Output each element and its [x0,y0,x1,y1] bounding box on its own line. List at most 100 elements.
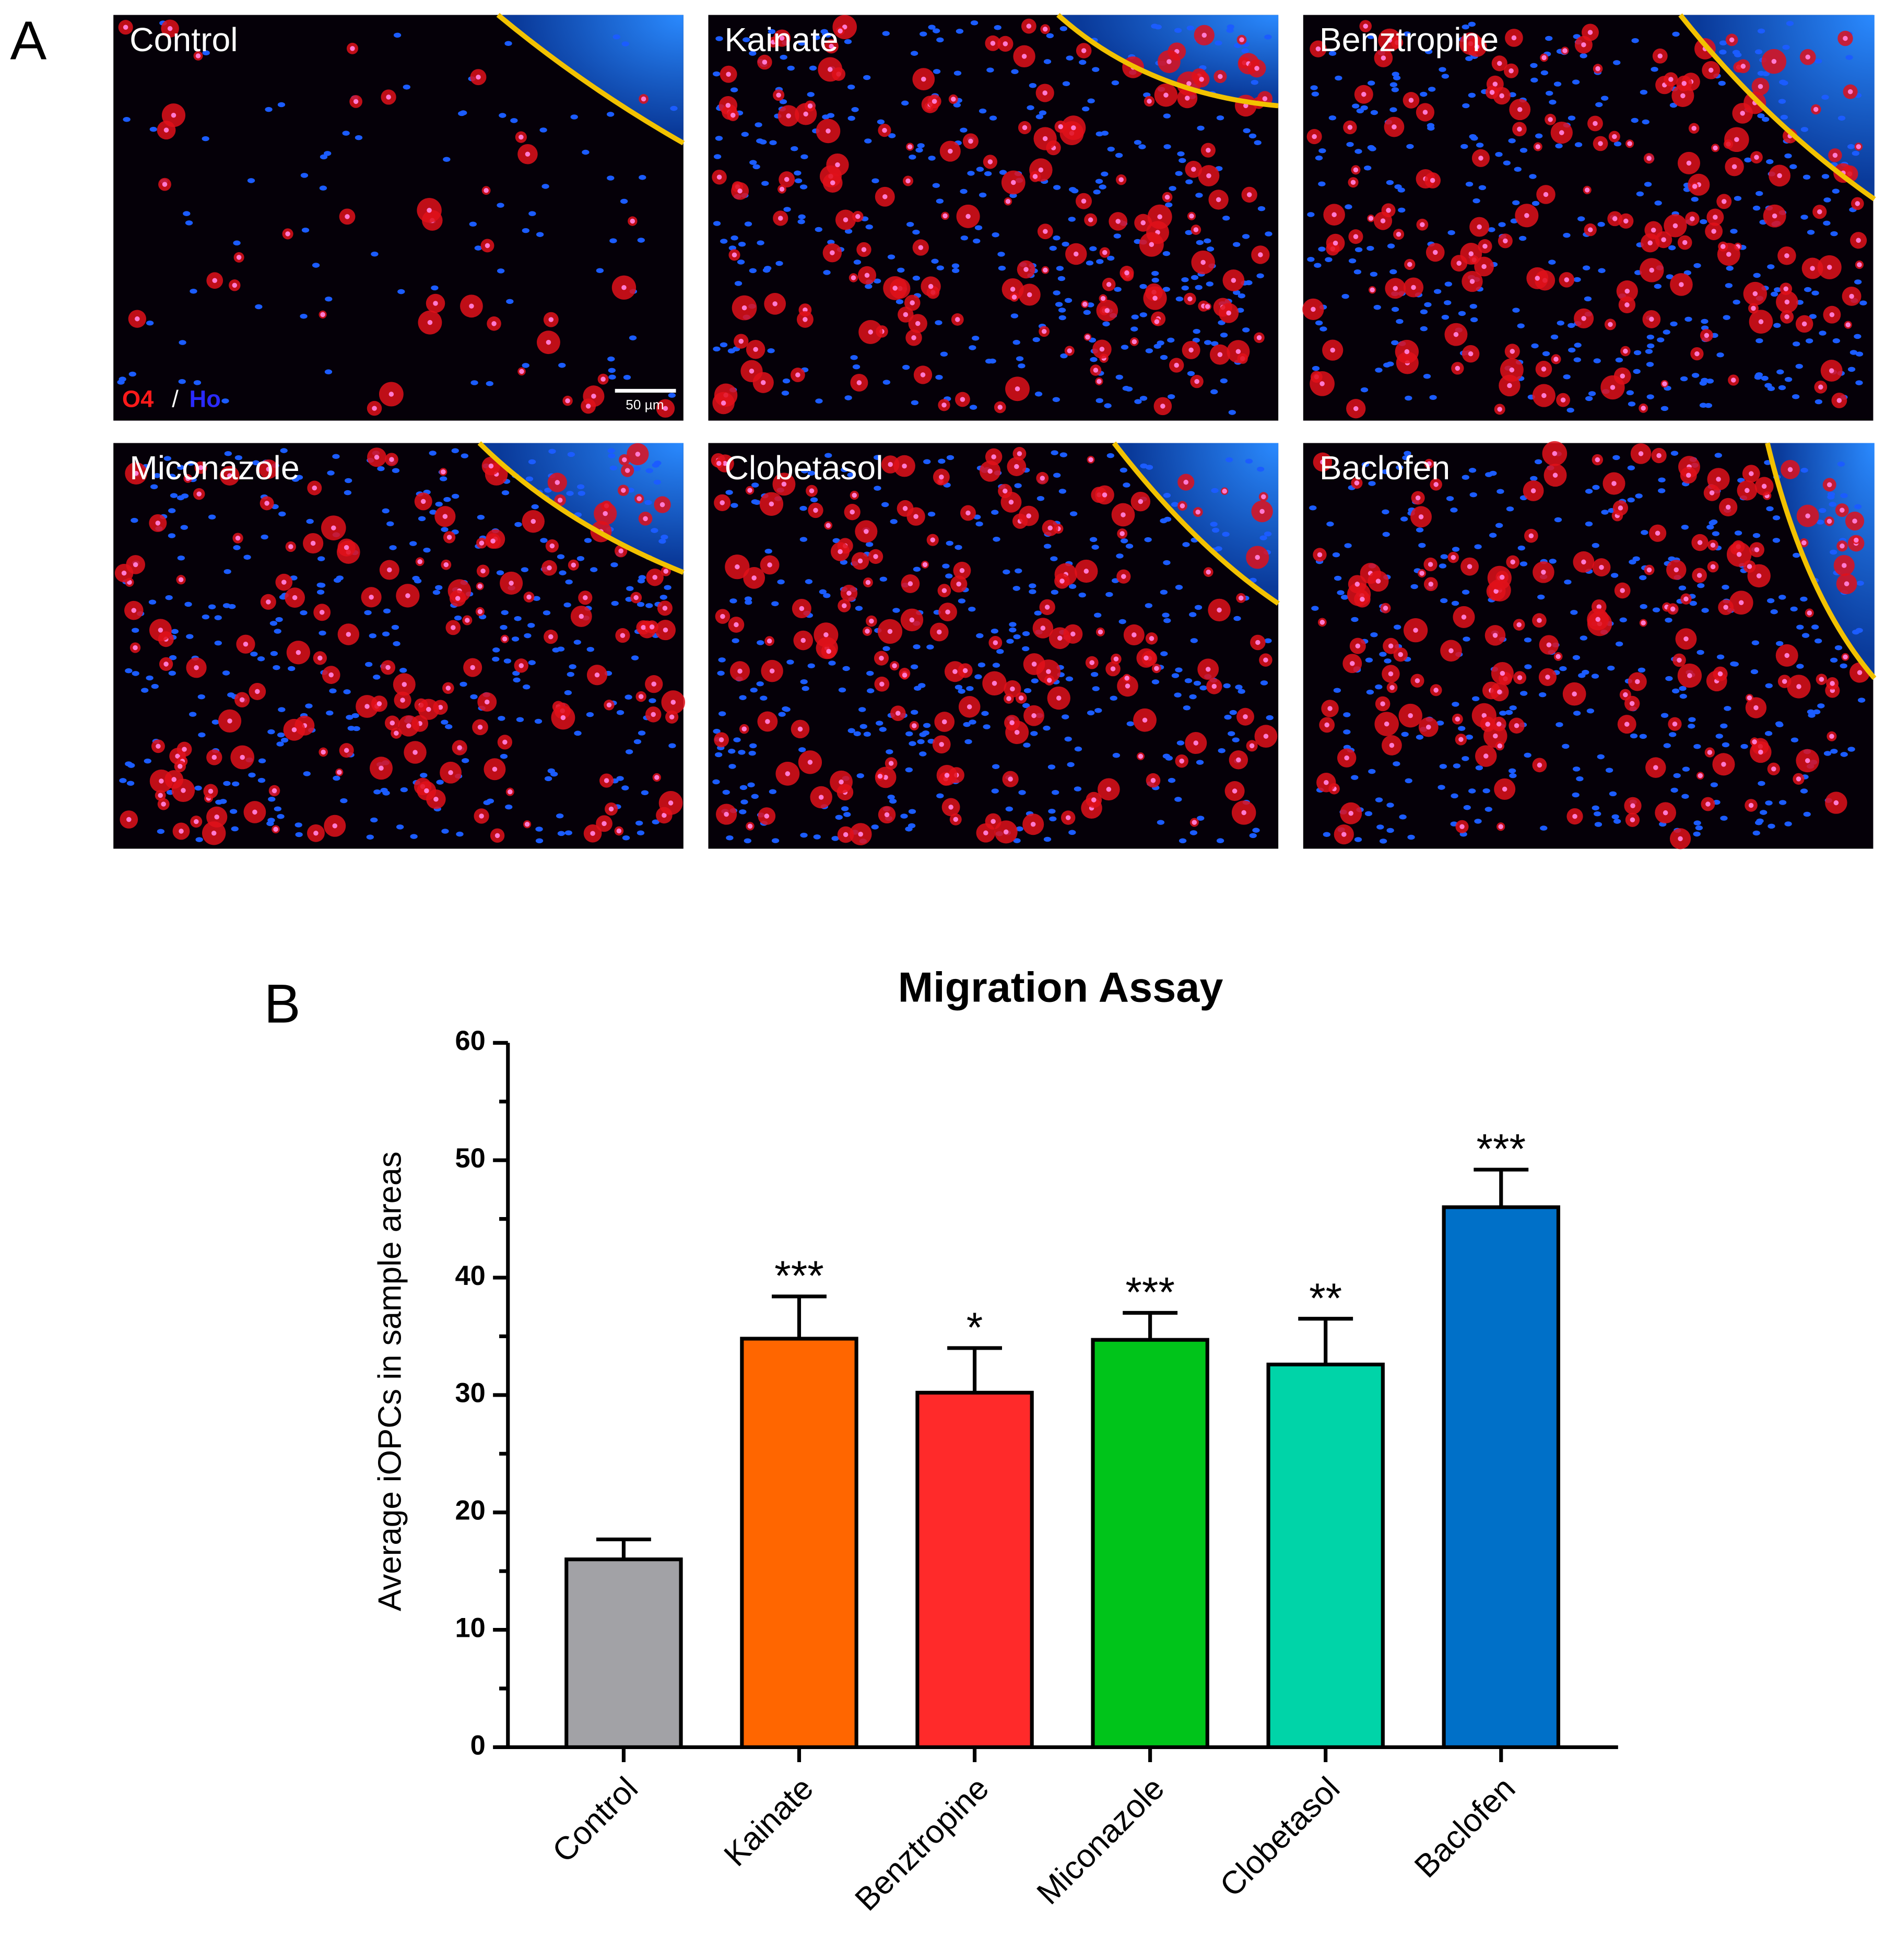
cell-body [1572,691,1577,696]
nucleus [1811,290,1819,296]
nucleus [1732,50,1740,55]
cell-body [1407,262,1412,267]
nucleus [153,473,161,478]
nucleus [1453,763,1461,769]
cell-body [288,544,293,549]
cell-body [1354,480,1360,486]
nucleus [257,656,265,662]
nucleus [1792,394,1800,399]
nucleus [414,578,422,584]
nucleus [1266,715,1274,721]
cell-body [803,111,808,117]
cell-body [725,102,731,108]
nucleus [1734,196,1742,201]
nucleus [1138,144,1146,149]
nucleus [1056,266,1064,271]
nucleus [1224,714,1232,720]
nucleus [858,707,866,712]
cell-body [565,398,570,404]
nucleus [920,31,927,37]
cell-body [1256,335,1262,340]
nucleus [180,525,188,530]
nucleus [1458,311,1466,316]
cell-body [1836,398,1842,403]
cell-body [292,595,298,600]
cell-body [374,454,380,460]
nucleus [1105,592,1113,597]
cell-body [1805,54,1811,60]
cell-body [524,821,530,827]
cell-body [960,397,965,402]
nucleus [149,126,157,132]
cell-body [1315,46,1321,52]
cell-body [1185,96,1190,101]
nucleus [194,785,202,791]
nucleus [919,751,927,757]
cell-body [1200,259,1206,265]
cell-body [406,723,411,729]
cell-body [879,681,885,687]
nucleus [951,263,960,268]
cell-body [1503,238,1508,244]
cell-body [1043,229,1048,234]
cell-body [1517,126,1522,132]
nucleus [563,602,571,608]
nucleus [936,265,944,270]
nucleus [738,750,746,755]
nucleus [525,476,534,482]
nucleus [208,604,216,610]
cell-body [126,817,132,822]
nucleus [435,501,443,507]
nucleus [190,288,197,294]
nucleus [1399,814,1407,820]
cell-body [1528,533,1534,538]
nucleus [1609,791,1617,797]
cell-body [1459,824,1465,830]
cell-body [1751,305,1756,311]
cell-body [1777,173,1782,179]
cell-body [1199,77,1204,82]
nucleus [445,724,453,729]
nucleus [1681,525,1689,530]
cell-body [549,543,555,549]
nucleus [1175,585,1183,590]
cell-body [941,719,947,725]
cell-body [239,697,245,702]
nucleus [214,615,222,620]
cell-body [850,509,855,515]
cell-body [779,36,785,41]
cell-body [1056,695,1062,701]
nucleus [365,662,373,667]
cell-body [1023,267,1029,272]
nucleus [963,722,971,727]
nucleus [1744,157,1752,163]
cell-body [892,286,898,291]
nucleus [1854,334,1861,339]
cell-body [737,188,743,194]
cell-body [1102,250,1107,255]
nucleus [1444,300,1452,305]
nucleus [1517,323,1525,328]
nucleus [1819,330,1827,336]
cell-body [939,741,944,747]
nucleus [968,607,976,612]
cell-body [716,174,722,180]
nucleus [1573,711,1581,716]
nucleus [1027,105,1034,111]
nucleus [1574,142,1583,147]
nucleus [277,813,285,819]
nucleus [1474,819,1482,824]
nucleus [1465,181,1474,187]
nucleus [1691,197,1699,202]
nucleus [557,554,565,560]
cell-body [1044,605,1050,610]
nucleus [1375,368,1383,373]
cell-body [1246,192,1252,197]
cell-body [882,127,887,133]
cell-body [651,712,656,717]
nucleus [1232,737,1240,742]
nucleus [1520,691,1528,696]
nucleus [557,646,565,652]
cell-body [1099,346,1105,352]
